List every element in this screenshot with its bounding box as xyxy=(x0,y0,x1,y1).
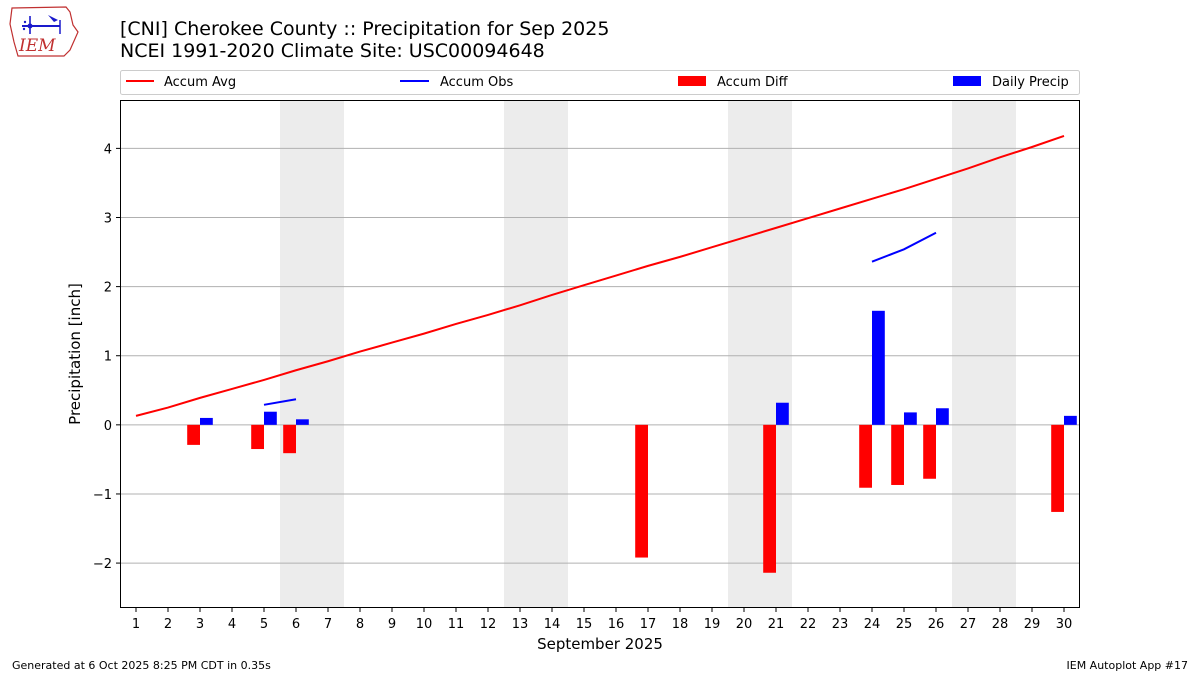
accum-diff-bar xyxy=(251,424,264,450)
accum-diff-bar xyxy=(635,424,648,558)
x-tick-label: 1 xyxy=(132,617,140,632)
daily-precip-bar xyxy=(872,310,885,425)
x-tick-label: 15 xyxy=(576,617,593,632)
x-axis-label: September 2025 xyxy=(537,635,663,653)
x-tick-label: 5 xyxy=(260,617,268,632)
y-tick-label: 3 xyxy=(104,211,112,226)
accum-avg-line xyxy=(135,134,1065,417)
accum-diff-bar xyxy=(283,424,296,454)
chart-title: [CNI] Cherokee County :: Precipitation f… xyxy=(120,18,609,40)
daily-precip-bar xyxy=(1064,415,1077,425)
x-tick-label: 25 xyxy=(896,617,913,632)
gridlines xyxy=(120,147,1080,564)
y-tick-label: −2 xyxy=(93,557,112,572)
weekend-band-2 xyxy=(728,100,792,608)
x-tick-label: 30 xyxy=(1056,617,1073,632)
x-tick-label: 10 xyxy=(416,617,433,632)
legend-label-accum-diff: Accum Diff xyxy=(717,75,789,90)
accum-diff-bar xyxy=(1051,424,1064,512)
accum-diff-bar xyxy=(187,424,200,445)
accum-diff-bar xyxy=(923,424,936,479)
x-tick-label: 12 xyxy=(480,617,497,632)
iem-logo: IEM xyxy=(9,6,79,57)
accum-obs-line xyxy=(263,398,297,406)
y-tick-label: 2 xyxy=(104,281,112,296)
x-tick-label: 26 xyxy=(928,617,945,632)
y-tick-label: 0 xyxy=(104,419,112,434)
legend-label-daily-precip: Daily Precip xyxy=(992,75,1069,90)
footer-app: IEM Autoplot App #17 xyxy=(1066,659,1189,672)
x-tick-label: 21 xyxy=(768,617,785,632)
x-tick-label: 13 xyxy=(512,617,529,632)
legend-label-accum-obs: Accum Obs xyxy=(440,75,513,90)
weekend-shading xyxy=(280,100,1016,608)
x-tick-label: 27 xyxy=(960,617,977,632)
daily-precip-bar xyxy=(200,417,213,425)
x-tick-label: 2 xyxy=(164,617,172,632)
x-tick-label: 4 xyxy=(228,617,236,632)
bars xyxy=(187,310,1077,573)
x-tick-label: 24 xyxy=(864,617,881,632)
daily-precip-bar xyxy=(904,412,917,425)
x-tick-label: 16 xyxy=(608,617,625,632)
accum-lines xyxy=(135,134,1065,417)
weekend-band-0 xyxy=(280,100,344,608)
x-tick-label: 22 xyxy=(800,617,817,632)
y-axis-label: Precipitation [inch] xyxy=(66,283,84,425)
x-tick-label: 28 xyxy=(992,617,1009,632)
x-tick-label: 20 xyxy=(736,617,753,632)
daily-precip-bar xyxy=(936,408,949,425)
x-tick-label: 6 xyxy=(292,617,300,632)
x-tick-label: 8 xyxy=(356,617,364,632)
x-tick-label: 7 xyxy=(324,617,332,632)
y-tick-label: −1 xyxy=(93,488,112,503)
daily-precip-bar xyxy=(296,419,309,425)
accum-obs-line xyxy=(871,231,937,263)
legend: Accum Avg Accum Obs Accum Diff Daily Pre… xyxy=(120,70,1080,95)
x-tick-label: 3 xyxy=(196,617,204,632)
iowa-outline-icon xyxy=(9,6,79,57)
weekend-band-1 xyxy=(504,100,568,608)
daily-precip-bar xyxy=(264,411,277,425)
weekend-band-3 xyxy=(952,100,1016,608)
plot-frame xyxy=(120,100,1080,608)
chart-subtitle: NCEI 1991-2020 Climate Site: USC00094648 xyxy=(120,40,545,62)
accum-diff-bar xyxy=(763,424,776,573)
x-tick-label: 9 xyxy=(388,617,396,632)
legend-box xyxy=(120,70,1080,95)
accum-diff-bar xyxy=(859,424,872,488)
legend-swatch-daily-precip xyxy=(953,76,981,86)
accum-diff-bar xyxy=(891,424,904,485)
x-tick-label: 14 xyxy=(544,617,561,632)
footer-generated: Generated at 6 Oct 2025 8:25 PM CDT in 0… xyxy=(12,659,271,672)
x-tick-label: 23 xyxy=(832,617,849,632)
y-tick-label: 4 xyxy=(104,142,112,157)
x-tick-label: 11 xyxy=(448,617,465,632)
x-tick-label: 29 xyxy=(1024,617,1041,632)
logo-text: IEM xyxy=(18,36,56,56)
y-tick-label: 1 xyxy=(104,350,112,365)
legend-label-accum-avg: Accum Avg xyxy=(164,75,236,90)
legend-swatch-accum-diff xyxy=(678,76,706,86)
x-tick-label: 19 xyxy=(704,617,721,632)
x-tick-label: 18 xyxy=(672,617,689,632)
x-tick-label: 17 xyxy=(640,617,657,632)
daily-precip-bar xyxy=(776,402,789,425)
